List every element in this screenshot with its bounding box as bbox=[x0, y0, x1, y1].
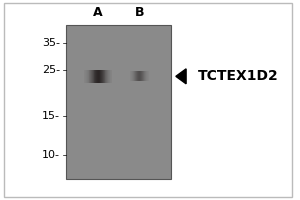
Bar bbox=[89, 70, 90, 83]
Text: TCTEX1D2: TCTEX1D2 bbox=[198, 69, 279, 83]
Bar bbox=[102, 70, 103, 83]
Bar bbox=[136, 71, 137, 81]
Text: 10-: 10- bbox=[42, 150, 60, 160]
Bar bbox=[94, 70, 95, 83]
Bar bbox=[95, 70, 96, 83]
Bar bbox=[138, 71, 139, 81]
Bar bbox=[132, 71, 133, 81]
Bar bbox=[103, 70, 104, 83]
Bar bbox=[107, 70, 108, 83]
Polygon shape bbox=[176, 69, 186, 84]
Bar bbox=[106, 70, 107, 83]
Bar bbox=[110, 70, 111, 83]
Bar bbox=[131, 71, 132, 81]
Bar bbox=[111, 70, 112, 83]
Bar bbox=[93, 70, 94, 83]
Text: A: A bbox=[93, 6, 103, 19]
Bar bbox=[147, 71, 148, 81]
Bar bbox=[108, 70, 109, 83]
Bar bbox=[145, 71, 146, 81]
Bar bbox=[96, 70, 97, 83]
Bar bbox=[85, 70, 86, 83]
Bar bbox=[143, 71, 144, 81]
Bar bbox=[98, 70, 99, 83]
Bar bbox=[141, 71, 142, 81]
Bar bbox=[139, 71, 140, 81]
Bar bbox=[144, 71, 145, 81]
Bar bbox=[99, 70, 100, 83]
Bar bbox=[105, 70, 106, 83]
Bar bbox=[136, 71, 137, 81]
Bar bbox=[66, 25, 171, 179]
Bar bbox=[142, 71, 143, 81]
Text: B: B bbox=[134, 6, 144, 19]
Bar bbox=[90, 70, 91, 83]
Bar bbox=[100, 70, 101, 83]
Bar bbox=[91, 70, 92, 83]
Bar bbox=[109, 70, 110, 83]
Bar bbox=[104, 70, 105, 83]
Bar bbox=[97, 70, 98, 83]
Bar bbox=[88, 70, 89, 83]
Bar bbox=[140, 71, 141, 81]
Text: 15-: 15- bbox=[42, 111, 60, 121]
Bar bbox=[92, 70, 93, 83]
Bar bbox=[135, 71, 136, 81]
Bar bbox=[137, 71, 138, 81]
Bar bbox=[148, 71, 149, 81]
Bar bbox=[130, 71, 131, 81]
Bar bbox=[84, 70, 85, 83]
Bar bbox=[134, 71, 135, 81]
Bar bbox=[87, 70, 88, 83]
Bar bbox=[133, 71, 134, 81]
Bar bbox=[86, 70, 87, 83]
Bar bbox=[146, 71, 147, 81]
Text: 25-: 25- bbox=[42, 65, 60, 75]
Bar bbox=[101, 70, 102, 83]
Text: 35-: 35- bbox=[42, 38, 60, 48]
